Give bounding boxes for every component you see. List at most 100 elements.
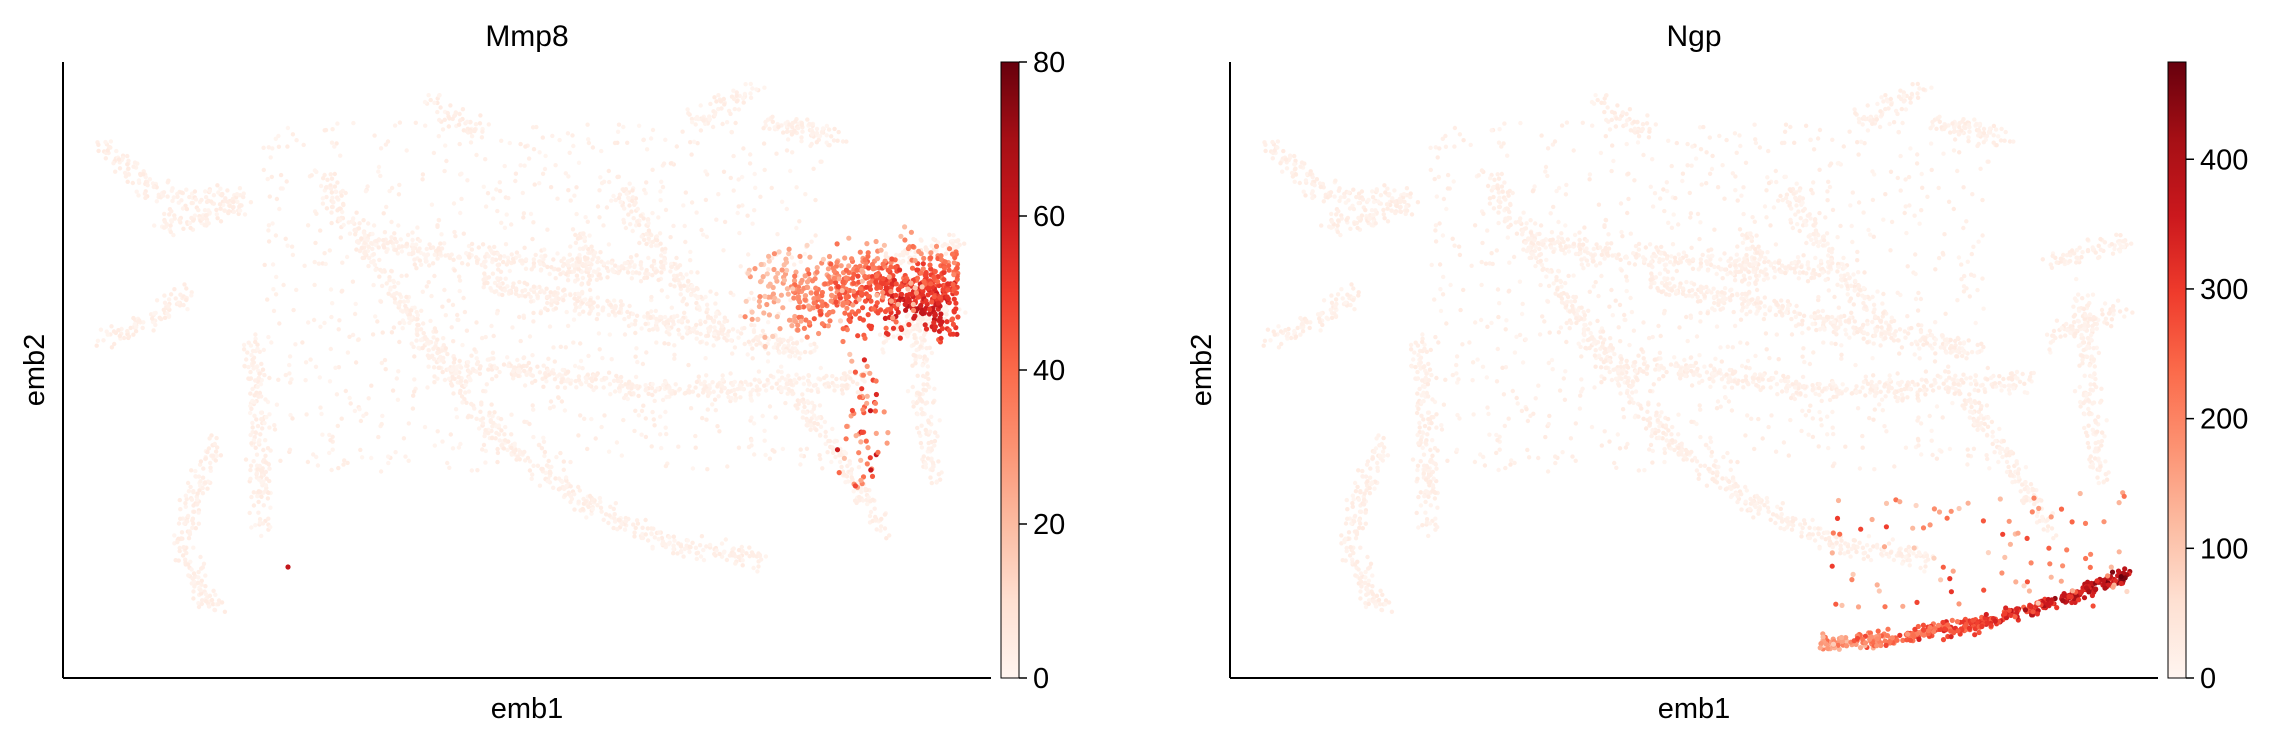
scatter-point xyxy=(320,201,326,206)
scatter-point xyxy=(558,450,563,456)
scatter-point xyxy=(580,366,585,371)
scatter-point xyxy=(431,365,437,370)
scatter-point xyxy=(438,251,443,256)
scatter-point xyxy=(263,453,268,458)
scatter-point xyxy=(130,180,135,186)
scatter-point xyxy=(361,230,367,235)
scatter-point xyxy=(646,391,651,396)
scatter-point xyxy=(193,526,198,531)
scatter-point xyxy=(401,299,407,304)
scatter-point xyxy=(586,281,591,286)
scatter-point xyxy=(404,273,409,278)
scatter-point xyxy=(491,420,496,426)
scatter-point xyxy=(196,207,201,213)
scatter-point xyxy=(332,171,337,177)
scatter-point xyxy=(880,294,886,300)
scatter-point xyxy=(745,352,750,357)
scatter-point xyxy=(407,316,412,321)
scatter-point xyxy=(826,384,832,389)
scatter-point xyxy=(185,307,190,312)
scatter-point xyxy=(539,466,544,472)
scatter-point xyxy=(561,298,566,303)
scatter-point xyxy=(840,338,846,345)
scatter-point xyxy=(196,604,202,610)
scatter-point xyxy=(914,340,919,345)
scatter-point xyxy=(556,476,562,481)
scatter-point xyxy=(597,495,603,501)
scatter-point xyxy=(250,386,255,392)
scatter-point xyxy=(257,371,262,376)
scatter-point xyxy=(701,387,706,392)
scatter-point xyxy=(191,589,196,594)
scatter-point xyxy=(303,360,309,365)
scatter-point xyxy=(923,272,929,278)
scatter-point xyxy=(575,298,580,304)
scatter-point xyxy=(262,262,267,268)
scatter-point xyxy=(272,427,278,432)
scatter-point xyxy=(330,301,335,306)
scatter-point xyxy=(385,139,391,144)
scatter-point xyxy=(662,314,668,320)
scatter-point xyxy=(185,519,190,524)
scatter-point xyxy=(814,140,819,145)
scatter-point xyxy=(162,293,167,298)
scatter-point xyxy=(766,253,772,259)
scatter-point xyxy=(580,275,586,281)
scatter-point xyxy=(435,223,440,228)
scatter-point xyxy=(515,454,520,459)
scatter-point xyxy=(257,477,262,482)
scatter-point xyxy=(712,551,717,557)
scatter-point xyxy=(273,233,279,238)
scatter-point xyxy=(444,158,449,164)
scatter-point xyxy=(549,464,554,470)
scatter-point xyxy=(818,424,824,429)
scatter-point xyxy=(880,289,886,296)
scatter-point xyxy=(766,351,771,356)
scatter-point xyxy=(590,145,596,150)
scatter-point xyxy=(912,258,918,264)
scatter-point xyxy=(329,140,335,145)
scatter-point xyxy=(563,345,568,350)
scatter-point xyxy=(207,593,213,598)
scatter-point xyxy=(944,304,949,309)
scatter-point xyxy=(632,428,637,434)
scatter-point xyxy=(762,343,768,350)
scatter-point xyxy=(457,141,462,147)
scatter-point xyxy=(507,140,512,146)
scatter-point xyxy=(857,394,863,400)
scatter-point xyxy=(203,584,208,589)
scatter-point xyxy=(329,210,334,215)
scatter-point xyxy=(474,320,479,325)
scatter-point xyxy=(162,211,167,217)
scatter-point xyxy=(353,360,359,365)
scatter-point xyxy=(1292,162,1297,167)
scatter-point xyxy=(733,561,738,566)
scatter-point xyxy=(457,358,462,364)
scatter-point xyxy=(111,329,117,334)
scatter-point xyxy=(955,314,961,320)
scatter-point xyxy=(285,243,290,248)
scatter-point xyxy=(523,294,528,299)
scatter-point xyxy=(259,494,264,499)
scatter-point xyxy=(214,453,219,458)
scatter-point xyxy=(540,376,545,381)
scatter-point xyxy=(241,347,247,352)
scatter-point xyxy=(378,469,384,474)
scatter-point xyxy=(1354,220,1360,226)
scatter-point xyxy=(567,269,572,275)
scatter-point xyxy=(941,265,948,271)
scatter-point xyxy=(668,161,673,166)
scatter-point xyxy=(953,300,959,306)
scatter-point xyxy=(597,272,602,277)
scatter-point xyxy=(606,242,612,247)
scatter-point xyxy=(597,215,602,220)
scatter-point xyxy=(639,432,644,437)
scatter-point xyxy=(203,591,208,597)
scatter-point xyxy=(442,168,447,174)
scatter-point xyxy=(573,378,578,384)
scatter-point xyxy=(839,288,845,294)
scatter-point xyxy=(197,462,203,467)
scatter-point xyxy=(830,450,836,455)
scatter-point xyxy=(890,315,896,321)
scatter-point xyxy=(874,292,880,298)
